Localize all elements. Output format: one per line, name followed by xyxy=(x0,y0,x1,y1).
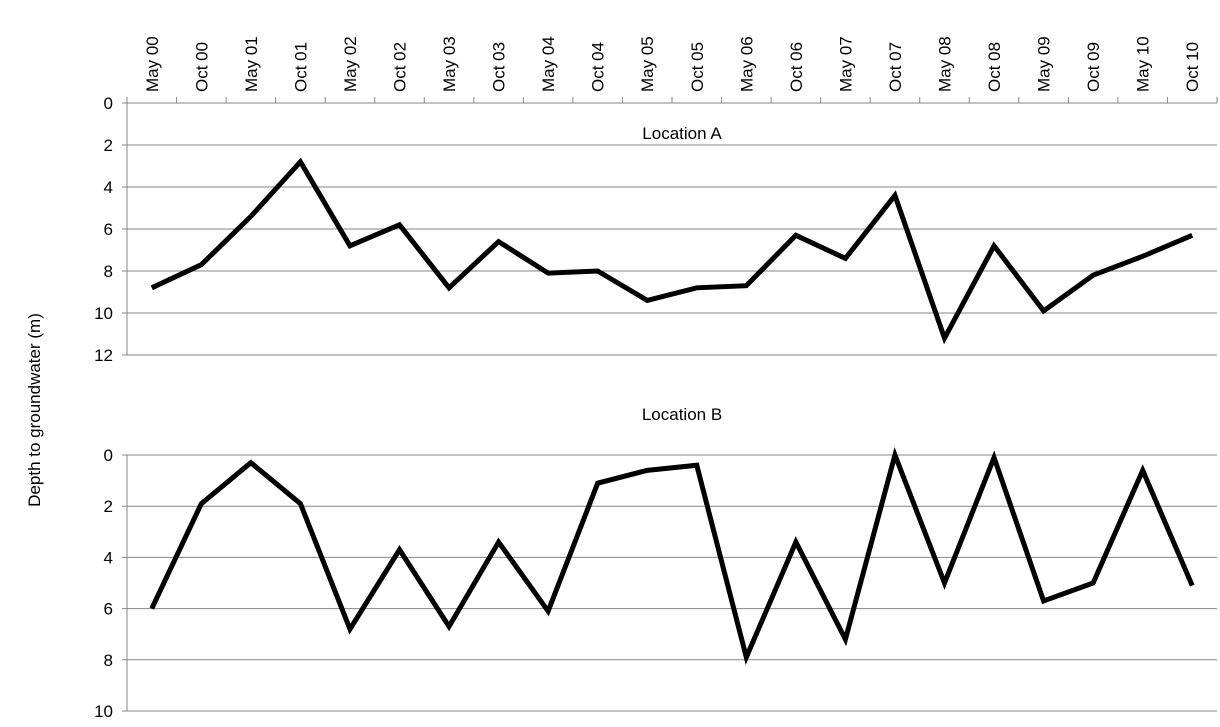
y-tick-label: 0 xyxy=(104,94,113,113)
x-tick-label: Oct 01 xyxy=(291,42,310,92)
x-tick-label: May 00 xyxy=(143,36,162,92)
y-tick-label: 12 xyxy=(94,346,113,365)
x-tick-label: May 05 xyxy=(638,36,657,92)
y-tick-label: 2 xyxy=(104,497,113,516)
y-axis-label: Depth to groundwater (m) xyxy=(25,313,44,507)
x-tick-label: May 02 xyxy=(341,36,360,92)
x-tick-label: Oct 07 xyxy=(886,42,905,92)
x-tick-label: May 08 xyxy=(936,36,955,92)
panel-title: Location A xyxy=(642,124,722,143)
series-line xyxy=(149,446,1195,665)
y-tick-label: 6 xyxy=(104,600,113,619)
x-tick-label: Oct 05 xyxy=(688,42,707,92)
y-tick-label: 10 xyxy=(94,304,113,323)
y-tick-label: 4 xyxy=(104,548,113,567)
x-tick-label: Oct 06 xyxy=(787,42,806,92)
series-line xyxy=(150,157,1194,345)
y-tick-label: 6 xyxy=(104,220,113,239)
x-tick-label: May 03 xyxy=(440,36,459,92)
y-tick-label: 8 xyxy=(104,651,113,670)
x-tick-label: Oct 02 xyxy=(391,42,410,92)
x-tick-label: Oct 10 xyxy=(1183,42,1202,92)
y-tick-label: 2 xyxy=(104,136,113,155)
x-tick-label: May 01 xyxy=(242,36,261,92)
y-tick-label: 0 xyxy=(104,446,113,465)
x-tick-label: May 10 xyxy=(1134,36,1153,92)
y-tick-label: 8 xyxy=(104,262,113,281)
x-tick-label: Oct 03 xyxy=(490,42,509,92)
y-tick-label: 10 xyxy=(94,702,113,721)
x-tick-label: May 04 xyxy=(539,36,558,92)
x-tick-label: May 07 xyxy=(836,36,855,92)
panel-title: Location B xyxy=(642,405,722,424)
x-tick-label: Oct 04 xyxy=(589,42,608,92)
x-tick-label: Oct 09 xyxy=(1084,42,1103,92)
x-tick-label: Oct 08 xyxy=(985,42,1004,92)
x-tick-label: May 06 xyxy=(737,36,756,92)
x-tick-label: Oct 00 xyxy=(192,42,211,92)
y-tick-label: 4 xyxy=(104,178,113,197)
x-tick-label: May 09 xyxy=(1035,36,1054,92)
